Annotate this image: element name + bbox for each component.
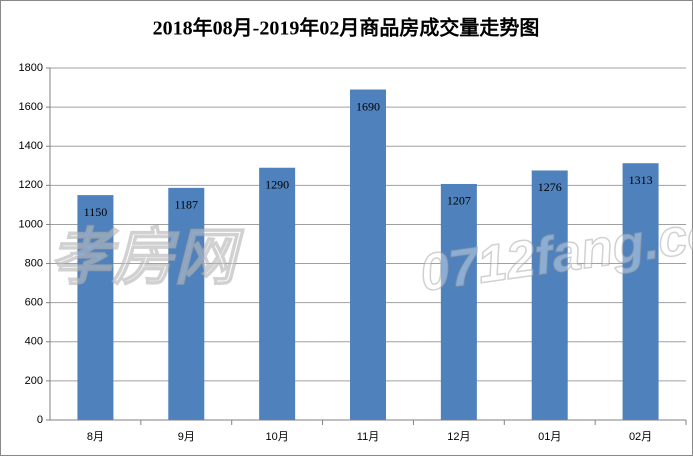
y-tick-label: 600	[25, 297, 43, 309]
data-label: 1290	[265, 177, 289, 191]
y-tick-label: 1000	[19, 218, 43, 230]
bar	[440, 183, 477, 420]
x-tick-label: 02月	[629, 431, 652, 443]
x-tick-label: 11月	[357, 431, 379, 443]
data-label: 1313	[629, 173, 653, 187]
data-label: 1207	[447, 194, 471, 208]
bar	[259, 167, 296, 420]
y-tick-label: 200	[25, 375, 43, 387]
y-tick-label: 1400	[19, 140, 43, 152]
y-tick-label: 1800	[19, 62, 43, 74]
x-tick-label: 9月	[178, 431, 195, 443]
bar	[622, 163, 659, 421]
watermark: 孝房网	[50, 223, 245, 292]
y-tick-label: 1600	[19, 101, 43, 113]
x-tick-label: 01月	[538, 431, 561, 443]
data-label: 1150	[84, 205, 108, 219]
x-tick-label: 10月	[266, 431, 289, 443]
y-tick-label: 800	[25, 257, 43, 269]
bar	[168, 187, 205, 420]
bar	[531, 170, 568, 420]
data-label: 1276	[538, 180, 562, 194]
data-label: 1187	[175, 198, 199, 212]
chart-title: 2018年08月-2019年02月商品房成交量走势图	[153, 16, 540, 40]
x-tick-label: 12月	[447, 431, 470, 443]
bar	[350, 89, 386, 420]
y-tick-label: 1200	[19, 179, 43, 191]
y-tick-label: 400	[25, 336, 43, 348]
data-label: 1690	[356, 99, 380, 113]
x-tick-label: 8月	[87, 431, 104, 443]
bar	[77, 195, 114, 420]
y-tick-label: 0	[37, 414, 43, 426]
